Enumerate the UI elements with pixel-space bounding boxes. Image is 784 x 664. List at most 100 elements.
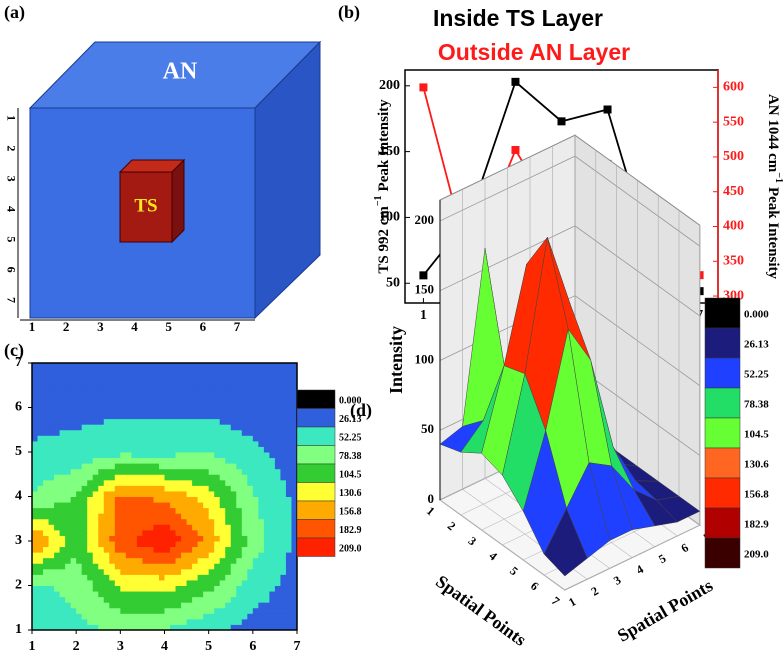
contour-cell	[170, 457, 177, 464]
contour-cell	[263, 474, 270, 481]
contour-cell	[43, 452, 50, 459]
contour-cell	[181, 591, 188, 598]
contour-cell	[158, 485, 165, 492]
contour-cell	[158, 596, 165, 603]
contour-cell	[170, 424, 177, 431]
contour-cell	[136, 407, 143, 414]
contour-cell	[153, 363, 160, 370]
contour-cell	[269, 390, 276, 397]
contour-cell	[230, 440, 237, 447]
contour-cell	[147, 385, 154, 392]
contour-cell	[269, 401, 276, 408]
contour-cell	[252, 457, 259, 464]
contour-cell	[76, 401, 83, 408]
contour-cell	[65, 552, 72, 559]
contour-cell	[192, 468, 199, 475]
contour-cell	[48, 541, 55, 548]
contour-cell	[175, 602, 182, 609]
contour-cell	[252, 574, 259, 581]
contour-cell	[280, 440, 287, 447]
point-marker	[419, 83, 428, 92]
contour-cell	[252, 507, 259, 514]
contour-cell	[87, 602, 94, 609]
contour-cell	[125, 446, 132, 453]
contour-cell	[136, 385, 143, 392]
contour-cell	[230, 424, 237, 431]
contour-cell	[252, 418, 259, 425]
contour-cell	[225, 485, 232, 492]
contour-cell	[114, 607, 121, 614]
contour-cell	[65, 446, 72, 453]
contour-cell	[70, 396, 77, 403]
contour-cell	[170, 579, 177, 586]
contour-cell	[291, 596, 298, 603]
contour-cell	[109, 490, 116, 497]
contour-cell	[236, 552, 243, 559]
contour-cell	[98, 407, 105, 414]
contour-cell	[54, 374, 61, 381]
contour-cell	[136, 396, 143, 403]
contour-cell	[81, 390, 88, 397]
contour-cell	[76, 591, 83, 598]
contour-cell	[59, 574, 66, 581]
contour-cell	[65, 585, 72, 592]
contour-cell	[142, 474, 149, 481]
contour-cell	[247, 602, 254, 609]
contour-cell	[92, 490, 99, 497]
contour-cell	[280, 435, 287, 442]
contour-cell	[181, 513, 188, 520]
contour-cell	[175, 624, 182, 631]
contour-cell	[197, 529, 204, 536]
contour-cell	[54, 624, 61, 631]
z-tick-label: 200	[415, 212, 435, 227]
contour-cell	[147, 368, 154, 375]
contour-cell	[203, 602, 210, 609]
contour-cell	[32, 552, 39, 559]
contour-cell	[43, 374, 50, 381]
contour-cell	[214, 413, 221, 420]
contour-cell	[225, 579, 232, 586]
contour-cell	[109, 524, 116, 531]
contour-cell	[54, 390, 61, 397]
contour-cell	[120, 413, 127, 420]
contour-cell	[109, 468, 116, 475]
contour-cell	[59, 440, 66, 447]
contour-cell	[114, 490, 121, 497]
contour-cell	[164, 463, 171, 470]
contour-cell	[175, 490, 182, 497]
contour-cell	[92, 524, 99, 531]
contour-cell	[203, 446, 210, 453]
contour-cell	[164, 435, 171, 442]
contour-cell	[70, 602, 77, 609]
contour-cell	[247, 446, 254, 453]
contour-cell	[87, 463, 94, 470]
contour-cell	[280, 390, 287, 397]
contour-cell	[181, 529, 188, 536]
contour-cell	[125, 585, 132, 592]
contour-cell	[269, 591, 276, 598]
contour-cell	[114, 596, 121, 603]
y-tick-label: 6	[15, 400, 22, 415]
contour-cell	[158, 502, 165, 509]
contour-cell	[197, 607, 204, 614]
contour-cell	[48, 535, 55, 542]
contour-cell	[285, 401, 292, 408]
contour-cell	[208, 379, 215, 386]
contour-cell	[87, 385, 94, 392]
contour-cell	[285, 513, 292, 520]
contour-cell	[43, 474, 50, 481]
contour-cell	[219, 363, 226, 370]
contour-cell	[214, 390, 221, 397]
contour-cell	[92, 585, 99, 592]
contour-cell	[103, 596, 110, 603]
contour-cell	[164, 474, 171, 481]
contour-cell	[247, 502, 254, 509]
contour-cell	[192, 363, 199, 370]
contour-cell	[258, 596, 265, 603]
contour-cell	[186, 552, 193, 559]
point-marker	[511, 145, 520, 154]
contour-cell	[164, 618, 171, 625]
contour-cell	[158, 407, 165, 414]
contour-cell	[109, 479, 116, 486]
contour-cell	[274, 401, 281, 408]
